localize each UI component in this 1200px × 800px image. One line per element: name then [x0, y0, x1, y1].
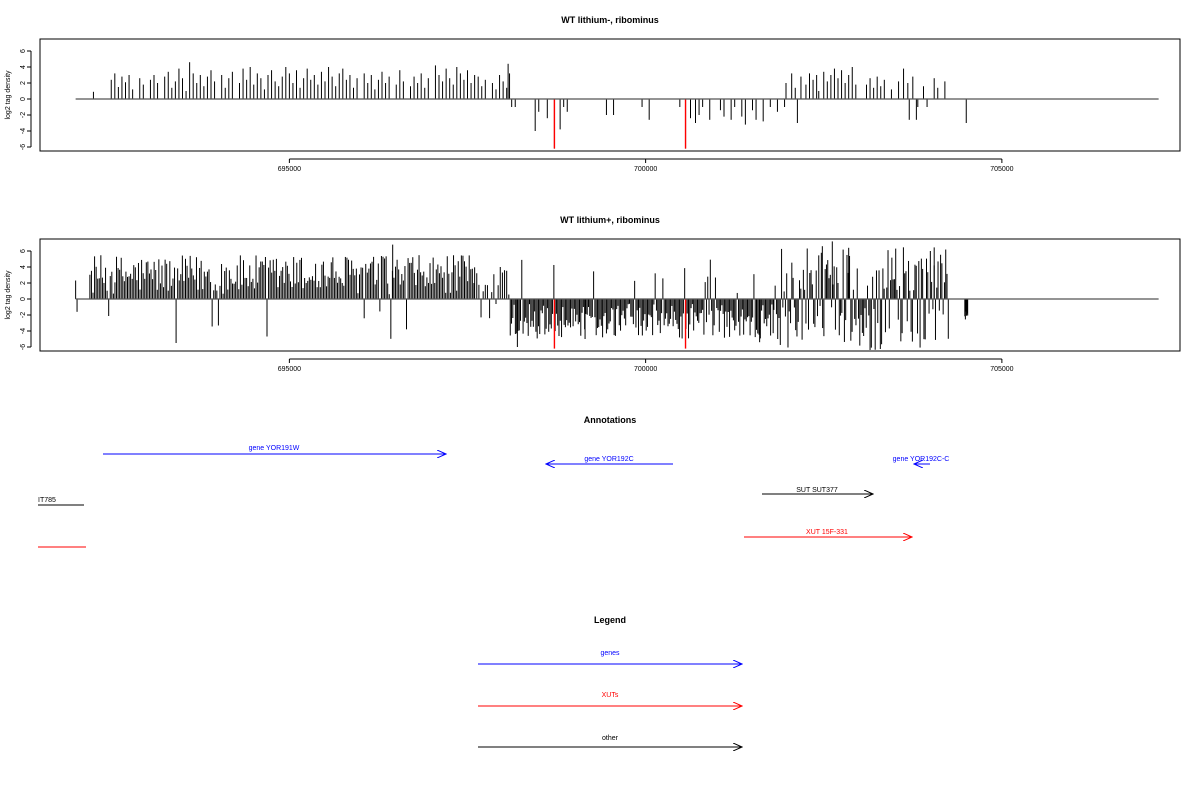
feature-gene-yor192c-c-label: gene YOR192C-C	[893, 456, 950, 463]
panel-1-y-tick-label: 4	[20, 65, 27, 69]
panel-2-y-tick-label: 6	[20, 249, 27, 253]
panel-2-y-axis: 6 4 2 0 -2 -4 -6	[20, 249, 32, 350]
panel-2-x-tick-label: 700000	[634, 366, 657, 373]
feature-gene-yor191w[interactable]: gene YOR191W	[103, 445, 446, 454]
legend-item-other: other	[478, 735, 742, 747]
panel-1-y-tick-label: -4	[20, 128, 27, 134]
panel-2-y-tick-label: 4	[20, 265, 27, 269]
legend: Legend genes XUTs other	[478, 615, 742, 747]
legend-item-genes: genes	[478, 650, 742, 664]
panel-1-x-tick-label: 695000	[278, 166, 301, 173]
feature-xut-15f-331[interactable]: XUT 15F-331	[744, 529, 912, 537]
feature-sut377[interactable]: SUT SUT377	[762, 487, 873, 494]
feature-gene-yor192c-c[interactable]: gene YOR192C-C	[893, 456, 950, 464]
panel-2-title: WT lithium+, ribominus	[560, 215, 660, 225]
panel-2-x-axis: 695000 700000 705000	[278, 358, 1014, 373]
panel-1-y-tick-label: -6	[20, 144, 27, 150]
panel-2-x-tick-label: 695000	[278, 366, 301, 373]
legend-other-label: other	[602, 735, 619, 742]
panel-1-bars	[92, 62, 967, 149]
panel-1-y-tick-label: 6	[20, 49, 27, 53]
panel-1-y-tick-label: 2	[20, 81, 27, 85]
legend-title: Legend	[594, 615, 626, 625]
annotations-track: Annotations gene YOR191W gene YOR192C ge…	[38, 415, 950, 548]
panel-1-frame	[39, 38, 1181, 152]
panel-2-y-label: log2 tag density	[5, 270, 12, 320]
feature-sut377-label: SUT SUT377	[796, 487, 838, 494]
feature-gene-yor192c[interactable]: gene YOR192C	[546, 456, 673, 464]
panel-lithium-minus: WT lithium-, ribominus 6 4 2 0 -2 -4 -6 695000…	[5, 15, 1181, 173]
panel-2-y-tick-label: -4	[20, 328, 27, 334]
panel-1-x-tick-label: 705000	[990, 166, 1013, 173]
feature-gene-yor191w-label: gene YOR191W	[249, 445, 300, 452]
legend-item-xuts: XUTs	[478, 692, 742, 706]
panel-1-y-tick-label: 0	[20, 97, 27, 101]
panel-1-y-label: log2 tag density	[5, 70, 12, 120]
panel-2-frame	[39, 238, 1181, 352]
feature-xut-15f-331-label: XUT 15F-331	[806, 529, 848, 536]
panel-2-y-tick-label: -2	[20, 312, 27, 318]
feature-it785[interactable]: IT785	[38, 497, 84, 506]
panel-1-x-tick-label: 700000	[634, 166, 657, 173]
annotations-title: Annotations	[584, 415, 637, 425]
panel-1-y-axis: 6 4 2 0 -2 -4 -6	[20, 49, 32, 150]
legend-xuts-label: XUTs	[602, 692, 619, 699]
panel-2-y-tick-label: 2	[20, 281, 27, 285]
panel-1-x-axis: 695000 700000 705000	[278, 158, 1014, 173]
panel-2-bars	[75, 241, 969, 350]
panel-1-title: WT lithium-, ribominus	[561, 15, 659, 25]
panel-1-y-tick-label: -2	[20, 112, 27, 118]
panel-lithium-plus: WT lithium+, ribominus 6 4 2 0 -2 -4 -6 695000…	[5, 215, 1181, 373]
feature-it785-label: IT785	[38, 497, 56, 504]
legend-genes-label: genes	[600, 650, 620, 657]
panel-2-x-tick-label: 705000	[990, 366, 1013, 373]
feature-gene-yor192c-label: gene YOR192C	[584, 456, 633, 463]
panel-2-y-tick-label: 0	[20, 297, 27, 301]
panel-2-y-tick-label: -6	[20, 344, 27, 350]
